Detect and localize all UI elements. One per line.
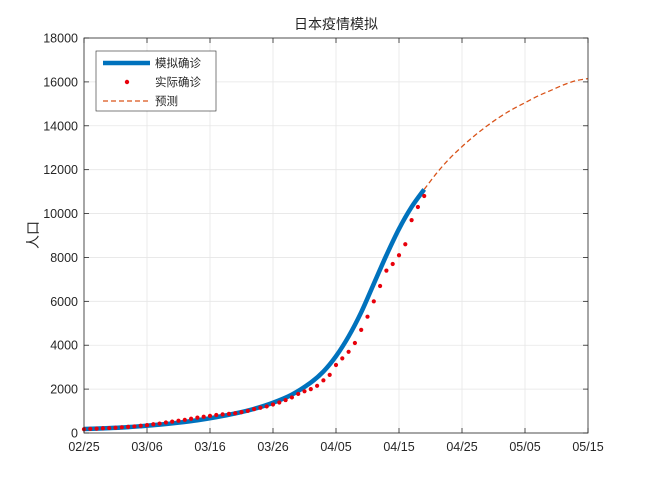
data-point (94, 426, 99, 431)
data-point (226, 411, 231, 417)
x-tick-label: 04/15 (383, 440, 414, 454)
y-tick-label: 8000 (50, 251, 78, 265)
data-point (352, 340, 357, 346)
data-point (195, 415, 200, 420)
data-point (327, 372, 332, 377)
data-point (296, 391, 301, 397)
x-tick-label: 02/25 (68, 440, 99, 454)
legend-swatch-dot (124, 79, 130, 85)
y-tick-label: 16000 (43, 75, 78, 89)
series-actual-points (81, 193, 427, 432)
data-point (422, 193, 427, 199)
data-point (308, 387, 313, 392)
data-point (239, 410, 244, 415)
data-point (270, 402, 276, 407)
y-tick-labels: 0 2000 4000 6000 8000 10000 12000 14000 16000 180… (43, 32, 78, 441)
data-point (340, 356, 345, 361)
data-point (233, 411, 238, 416)
data-point (220, 412, 225, 417)
data-point (189, 416, 194, 421)
x-tick-label: 03/06 (131, 440, 162, 454)
data-point (132, 424, 137, 429)
data-point (277, 400, 282, 405)
y-tick-label: 10000 (43, 207, 78, 221)
data-point (409, 218, 414, 223)
data-point (207, 413, 213, 418)
x-tick-label: 05/05 (509, 440, 540, 454)
data-point (378, 283, 383, 289)
legend-label: 实际确诊 (155, 75, 201, 89)
data-point (157, 421, 162, 426)
data-point (214, 412, 219, 418)
data-point (390, 261, 395, 267)
y-tick-label: 0 (71, 427, 78, 441)
data-point (126, 424, 131, 429)
x-tick-label: 04/05 (320, 440, 351, 454)
data-point (264, 404, 269, 409)
data-point (252, 406, 257, 412)
y-tick-label: 18000 (43, 32, 78, 46)
y-tick-label: 14000 (43, 119, 78, 133)
data-point (283, 397, 288, 403)
data-point (176, 418, 181, 423)
data-point (321, 378, 326, 383)
data-point (144, 423, 150, 428)
data-point (151, 422, 156, 427)
series-forecast-line (423, 77, 589, 190)
data-point (245, 408, 250, 413)
legend-label: 预测 (155, 94, 178, 108)
data-point (119, 425, 124, 430)
data-point (258, 405, 263, 410)
data-point (371, 299, 376, 304)
data-point (315, 383, 320, 388)
legend-label: 模拟确诊 (155, 56, 201, 70)
x-tick-label: 04/25 (446, 440, 477, 454)
series-simulated-line (83, 188, 427, 432)
series-layer (81, 77, 589, 432)
data-point (346, 349, 351, 354)
data-point (415, 204, 420, 210)
data-point (170, 419, 175, 424)
y-axis-label: 人口 (26, 221, 42, 249)
data-point (100, 426, 105, 431)
y-tick-label: 12000 (43, 163, 78, 177)
data-point (333, 362, 339, 368)
y-tick-label: 6000 (50, 295, 78, 309)
data-point (138, 423, 143, 428)
data-point (107, 425, 112, 431)
data-point (163, 420, 168, 425)
data-point (182, 417, 187, 422)
data-point (113, 425, 118, 430)
data-point (384, 268, 389, 273)
data-point (201, 414, 206, 419)
x-tick-label: 03/26 (257, 440, 288, 454)
data-point (365, 314, 370, 319)
data-point (88, 426, 93, 431)
data-point (289, 395, 294, 400)
data-point (396, 253, 402, 258)
y-tick-label: 4000 (50, 339, 78, 353)
data-point (302, 389, 307, 394)
x-tick-labels: 02/25 03/06 03/16 03/26 04/05 04/15 04/25 05/05… (68, 440, 603, 454)
data-point (359, 327, 364, 332)
y-tick-label: 2000 (50, 383, 78, 397)
tick-marks (83, 37, 589, 434)
data-point (403, 242, 408, 247)
x-tick-label: 05/15 (572, 440, 603, 454)
chart-title: 日本疫情模拟 (294, 17, 378, 33)
x-tick-label: 03/16 (194, 440, 225, 454)
